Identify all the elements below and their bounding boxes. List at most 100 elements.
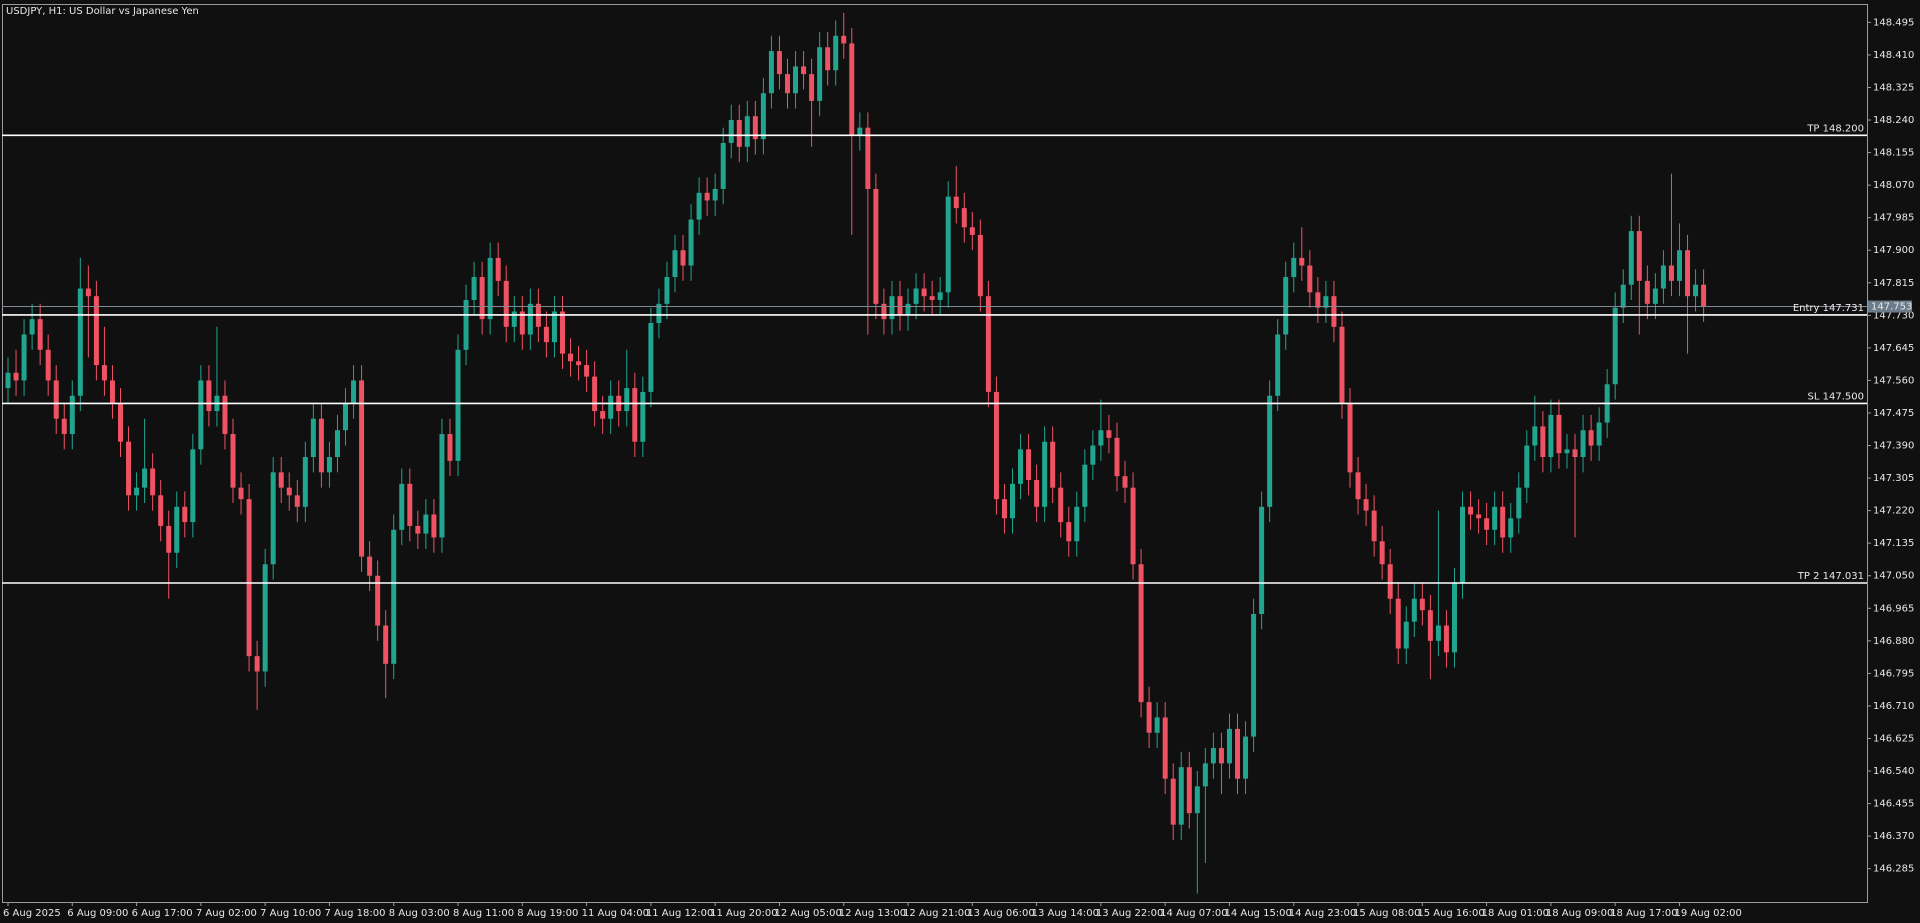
candle-body (1307, 265, 1313, 293)
y-tick-label: 147.560 (1873, 375, 1914, 386)
candle-body (174, 506, 180, 553)
candle-body (1500, 506, 1506, 538)
candle-body (1339, 326, 1345, 404)
candle-body (568, 353, 574, 362)
x-tick-label: 18 Aug 01:00 (1482, 908, 1549, 919)
candle-body (1106, 430, 1112, 438)
candle-body (608, 395, 614, 419)
candle-body (656, 303, 662, 323)
level-label: SL 147.500 (1808, 391, 1864, 402)
y-tick-label: 148.070 (1873, 180, 1914, 191)
y-tick-label: 147.220 (1873, 506, 1914, 517)
x-tick-label: 19 Aug 02:00 (1674, 908, 1741, 919)
y-tick-label: 148.240 (1873, 115, 1914, 126)
candle-body (431, 514, 437, 538)
y-tick-label: 147.900 (1873, 245, 1914, 256)
candle-body (407, 483, 413, 526)
x-tick-label: 14 Aug 23:00 (1289, 908, 1356, 919)
candle-body (809, 74, 815, 101)
level-label: Entry 147.731 (1793, 303, 1864, 314)
x-tick-label: 8 Aug 03:00 (389, 908, 450, 919)
candle-body (1098, 430, 1104, 446)
candle-body (559, 311, 565, 354)
candle-body (551, 311, 557, 343)
candle-body (230, 434, 236, 488)
candle-body (1532, 426, 1538, 446)
candle-body (294, 495, 300, 507)
candle-body (680, 250, 686, 266)
candle-body (993, 391, 999, 500)
candle-body (278, 472, 284, 488)
candle-body (584, 365, 590, 377)
candle-body (937, 292, 943, 301)
candle-body (817, 47, 823, 101)
candle-body (375, 575, 381, 626)
candle-body (1210, 748, 1216, 764)
candle-body (238, 487, 244, 500)
candle-body (310, 418, 316, 458)
candle-body (1275, 334, 1281, 396)
candle-body (543, 326, 549, 343)
candle-body (1588, 430, 1594, 446)
candle-body (1484, 518, 1490, 530)
candle-body (326, 457, 332, 473)
candle-body (142, 468, 148, 488)
level-label: TP 2 147.031 (1797, 571, 1864, 582)
x-tick-label: 18 Aug 09:00 (1546, 908, 1613, 919)
candle-body (1283, 277, 1289, 335)
candle-body (206, 380, 212, 412)
candle-body (985, 296, 991, 392)
candle-body (776, 51, 782, 75)
candle-body (270, 472, 276, 565)
candle-body (1693, 284, 1699, 297)
candle-body (1492, 506, 1498, 530)
candle-body (318, 418, 324, 473)
x-tick-label: 6 Aug 09:00 (67, 908, 128, 919)
candle-body (1194, 786, 1200, 814)
candle-body (1540, 426, 1546, 458)
candle-body (1427, 610, 1433, 641)
candle-body (752, 116, 758, 140)
candle-body (1419, 598, 1425, 611)
candle-body (881, 303, 887, 320)
candle-body (359, 380, 365, 557)
candle-body (905, 303, 911, 316)
candle-body (873, 188, 879, 304)
candle-body (1178, 767, 1184, 825)
candle-body (286, 487, 292, 496)
candle-body (1685, 250, 1691, 297)
candle-body (1371, 510, 1377, 542)
y-tick-label: 147.390 (1873, 441, 1914, 452)
candle-body (1556, 414, 1562, 454)
candle-body (1580, 430, 1586, 458)
candle-body (1218, 748, 1224, 764)
y-tick-label: 146.455 (1873, 799, 1914, 810)
candle-body (672, 250, 678, 278)
candle-body (1202, 763, 1208, 787)
candle-body (1138, 564, 1144, 703)
candle-body (447, 434, 453, 461)
candle-body (744, 116, 750, 147)
candle-body (21, 334, 27, 381)
candle-body (1451, 583, 1457, 653)
candle-body (254, 656, 260, 672)
candle-body (479, 277, 485, 320)
y-tick-label: 147.815 (1873, 278, 1914, 289)
x-tick-label: 14 Aug 15:00 (1224, 908, 1291, 919)
y-tick-label: 147.730 (1873, 310, 1914, 321)
y-tick-label: 146.625 (1873, 733, 1914, 744)
y-tick-label: 147.475 (1873, 408, 1914, 419)
candle-body (463, 300, 469, 350)
candle-body (1460, 506, 1466, 584)
candle-body (889, 296, 895, 320)
candle-body (150, 468, 156, 496)
x-tick-label: 8 Aug 11:00 (453, 908, 514, 919)
candle-body (857, 127, 863, 136)
y-tick-label: 146.370 (1873, 831, 1914, 842)
candle-body (13, 372, 19, 381)
candle-body (712, 188, 718, 201)
candle-body (592, 376, 598, 412)
x-tick-label: 11 Aug 20:00 (710, 908, 777, 919)
candle-body (1435, 625, 1441, 641)
candle-body (768, 51, 774, 94)
